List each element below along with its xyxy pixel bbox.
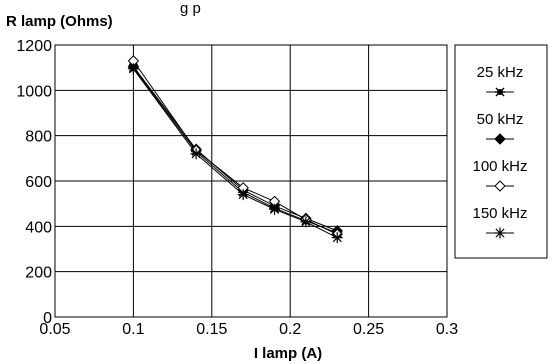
series-3 bbox=[127, 63, 343, 244]
grid-lines bbox=[54, 44, 448, 318]
data-point-3-1 bbox=[190, 148, 202, 160]
legend-marker-0 bbox=[495, 87, 505, 97]
y-tick-labels: 0 200 400 600 800 1000 1200 bbox=[16, 38, 52, 327]
series-2 bbox=[127, 55, 343, 240]
legend-label-0: 25 kHz bbox=[477, 64, 524, 81]
y-axis-title: R lamp (Ohms) bbox=[6, 13, 113, 30]
x-tick-label-3: 0.2 bbox=[279, 321, 301, 338]
y-tick-label-6: 1200 bbox=[16, 38, 52, 55]
data-point-3-0 bbox=[127, 63, 139, 75]
x-tick-label-4: 0.25 bbox=[353, 321, 384, 338]
legend-box bbox=[454, 44, 548, 259]
y-tick-label-4: 800 bbox=[25, 129, 52, 146]
legend-label-3: 150 kHz bbox=[472, 205, 527, 222]
legend-label-1: 50 kHz bbox=[477, 111, 524, 128]
series-line-2 bbox=[132, 60, 338, 235]
data-point-3-3 bbox=[269, 203, 281, 215]
top-caption: g p bbox=[180, 0, 201, 17]
plot-area bbox=[54, 44, 448, 318]
y-tick-label-0: 0 bbox=[43, 310, 52, 327]
x-tick-label-1: 0.1 bbox=[122, 321, 144, 338]
legend-marker-1 bbox=[494, 133, 506, 145]
data-point-3-2 bbox=[237, 189, 249, 201]
series-line-1 bbox=[133, 66, 338, 232]
legend-label-2: 100 kHz bbox=[472, 158, 527, 175]
data-point-3-5 bbox=[331, 232, 343, 244]
x-tick-label-2: 0.15 bbox=[196, 321, 227, 338]
x-tick-label-0: 0.05 bbox=[39, 321, 70, 338]
y-tick-label-1: 200 bbox=[25, 265, 52, 282]
x-tick-labels: 0.05 0.1 0.15 0.2 0.25 0.3 bbox=[39, 321, 458, 338]
data-point-3-4 bbox=[300, 216, 312, 228]
legend: 25 kHz 50 kHz 100 kHz 150 kHz bbox=[454, 44, 548, 259]
y-tick-label-3: 600 bbox=[25, 174, 52, 191]
x-tick-label-5: 0.3 bbox=[436, 321, 458, 338]
series-1 bbox=[127, 60, 343, 237]
legend-marker-2 bbox=[494, 180, 506, 192]
x-axis-title: I lamp (A) bbox=[254, 345, 322, 362]
series-layer bbox=[127, 55, 343, 244]
series-line-3 bbox=[132, 68, 338, 239]
y-tick-label-5: 1000 bbox=[16, 83, 52, 100]
y-tick-label-2: 400 bbox=[25, 219, 52, 236]
legend-marker-3 bbox=[494, 227, 506, 239]
series-0 bbox=[128, 63, 343, 238]
series-line-0 bbox=[132, 67, 338, 234]
